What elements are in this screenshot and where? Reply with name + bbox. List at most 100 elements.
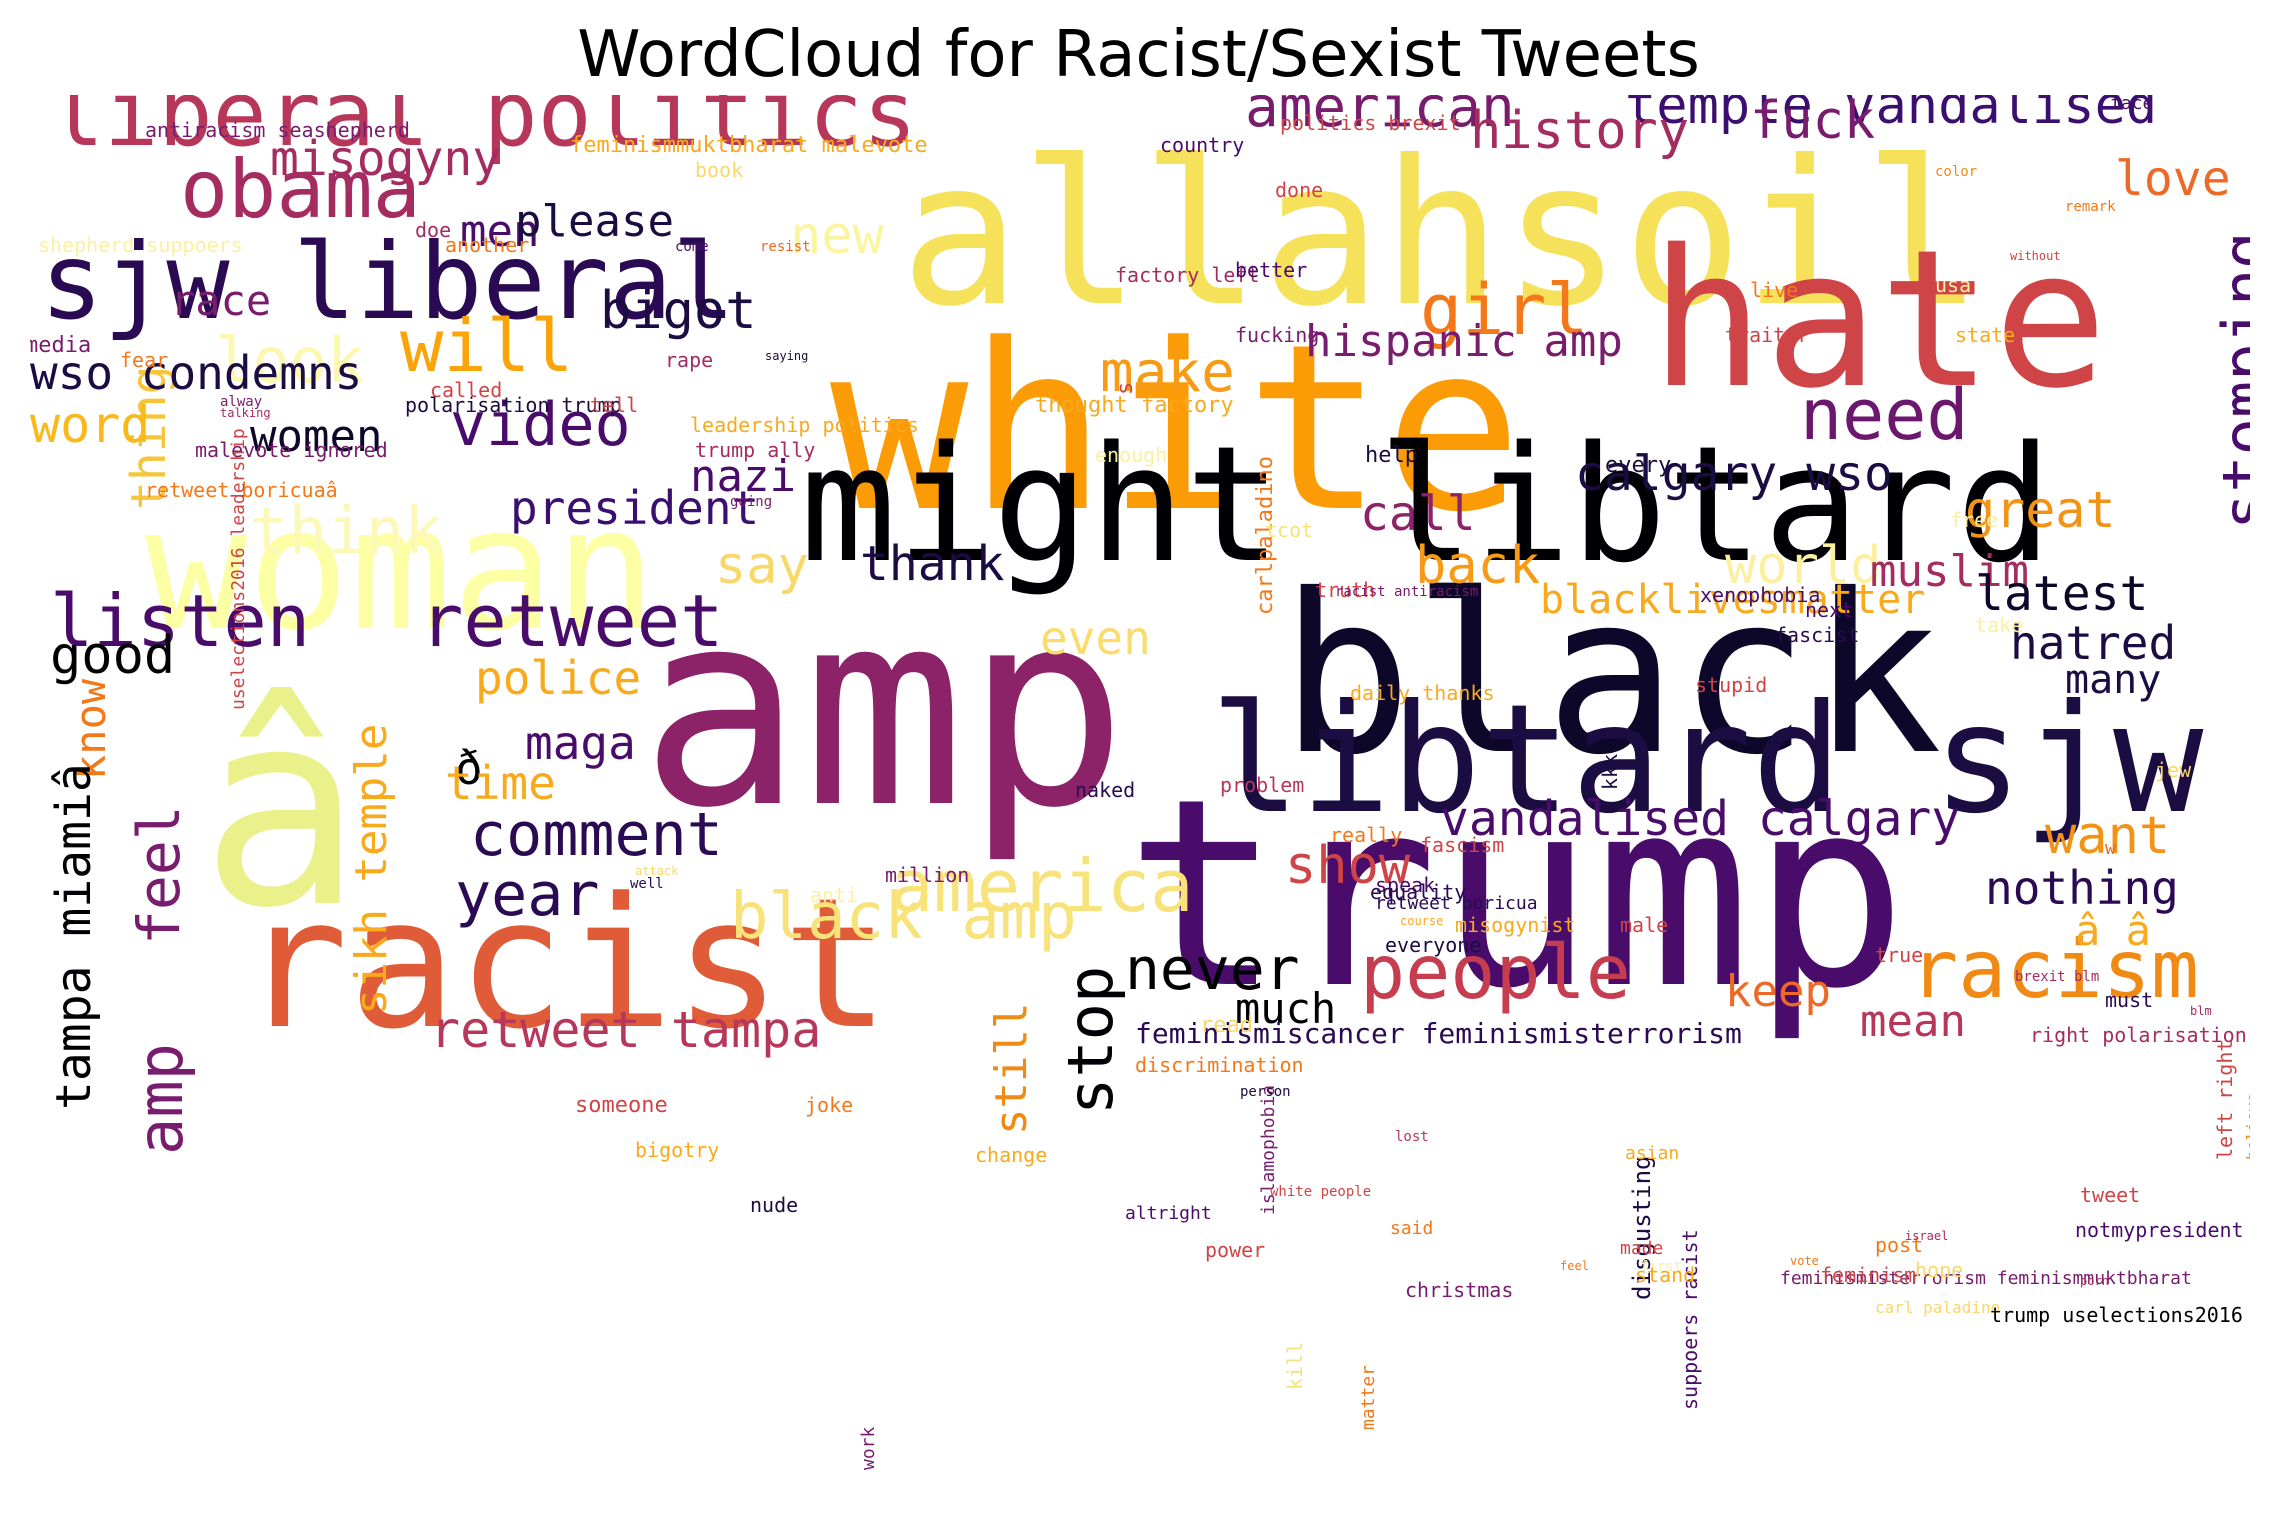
word-time-64: time (445, 756, 556, 810)
word-suppoers-racist-184: suppoers racist (1678, 1229, 1702, 1410)
word-antiracism-seashepherd-85: antiracism seashepherd (145, 118, 410, 142)
word-amp-6: amp (640, 552, 1128, 867)
word-women-43: women (250, 411, 383, 462)
word-work-190: work (858, 1426, 879, 1470)
word-trump-9: trump (1125, 744, 1908, 1046)
word-saying-95: saying (765, 349, 809, 363)
word-good-45: good (50, 626, 176, 686)
word-alway-99: alway (220, 394, 263, 410)
word-daily-thanks-139: daily thanks (1350, 681, 1495, 705)
word-carl-paladino-197: carl paladino (1875, 1298, 2001, 1317)
word-muslim-54: muslim (1870, 546, 2029, 597)
word-called-96: called (430, 378, 503, 402)
word-w-147: w (2105, 838, 2116, 859)
word-fascism-144: fascism (1420, 833, 1505, 857)
word-take-137: take (1975, 613, 2024, 637)
word-racist-antiracism-132: racist antiracism (1335, 584, 1479, 600)
word-another-89: another (445, 233, 530, 257)
word-rape-94: rape (665, 348, 714, 372)
word-even-59: even (1040, 611, 1151, 665)
word-word-42: word (30, 396, 151, 454)
word-racism-14: racism (1910, 923, 2199, 1016)
word-video-44: video (450, 390, 631, 460)
word-look-37: look (215, 324, 365, 397)
word-glyph-79: â â (2075, 906, 2151, 955)
word-mean-82: mean (1860, 996, 1966, 1047)
word-feminismmuktbharat-malevote-84: feminismmuktbharat malevote (570, 133, 928, 158)
word-fascist-135: fascist (1775, 623, 1860, 647)
word-free-131: free (1950, 508, 1999, 532)
word-feminismisterrorism-feminismmuktbharat-185: feminismisterrorism feminismmuktbharat (1780, 1268, 2192, 1289)
word-police-61: police (475, 651, 642, 705)
word-usa-115: usa (1935, 273, 1972, 297)
word-bigotry-169: bigotry (635, 1138, 720, 1162)
word-retweet-boricua-151: retweet boricua (1375, 893, 1538, 914)
word-malevote-ignored-103: malevote ignored (195, 438, 388, 462)
word-amp-74: amp (124, 1043, 197, 1155)
word-misogyny-28: misogyny (270, 131, 502, 187)
word-really-143: really (1330, 823, 1403, 847)
word-state-123: state (1955, 323, 2016, 347)
word-come-90: come (675, 239, 709, 255)
word-cloud: allahsoil white hate might libtard woman blac… (30, 95, 2250, 1510)
word-show-69: show (1285, 836, 1411, 896)
word-retweet-tampa-80: retweet tampa (430, 1001, 822, 1059)
word-every-128: every (1605, 453, 1672, 478)
word-misogynist-155: misogynist (1455, 913, 1576, 937)
word-white-1: white (830, 296, 1523, 563)
word-power-182: power (1205, 1238, 1266, 1262)
word-new-31: new (790, 206, 884, 266)
word-without-120: without (2010, 249, 2061, 263)
word-say-39: say (715, 536, 809, 596)
word-fucking-121: fucking (1235, 323, 1320, 347)
word-left-right-158: left right (2213, 1039, 2237, 1160)
word-sikh-temple-60: sikh temple (346, 723, 397, 1015)
word-must-160: must (2105, 988, 2154, 1012)
word-nude-174: nude (750, 1193, 799, 1217)
word-listen-17: listen (50, 579, 311, 663)
word-resist-91: resist (760, 239, 811, 255)
word-right-polarisation-165: right polarisation (2030, 1023, 2247, 1047)
word-doe-87: doe (415, 218, 452, 242)
word-stomping-16: stomping (2209, 231, 2250, 530)
word-keep-78: keep (1725, 966, 1831, 1017)
word-call-48: call (1360, 486, 1476, 542)
word-blm-162: blm (2190, 1004, 2212, 1018)
word-color-118: color (1935, 164, 1978, 180)
word-notmypresident-180: notmypresident (2075, 1218, 2244, 1242)
word-jew-142: jew (2155, 758, 2192, 782)
word-country-108: country (1160, 133, 1245, 157)
word-porn-195: porn (2080, 1274, 2109, 1288)
word-tcot-129: tcot (1265, 518, 1314, 542)
word-truth-130: truth (1315, 578, 1376, 602)
word-sjw-liberal-11: sjw liberal (40, 221, 736, 343)
word-post-181: post (1875, 1233, 1924, 1257)
word-tweet-177: tweet (2080, 1183, 2141, 1207)
word-factory-left-112: factory left (1115, 263, 1260, 287)
word-kill-196: kill (1283, 1341, 1307, 1390)
word-fear-93: fear (120, 348, 169, 372)
word-better-113: better (1235, 258, 1308, 282)
word-much-77: much (1235, 984, 1337, 1033)
word-hate-2: hate (1650, 209, 2108, 430)
word-traitor-122: traitor (1725, 323, 1810, 347)
word-kkk-133: kkk (1598, 753, 1622, 790)
word-feminism-186: feminism (1820, 1263, 1917, 1287)
word-america-19: america (890, 844, 1194, 928)
word-girl-21: girl (1420, 269, 1589, 351)
word-media-92: media (30, 333, 92, 358)
word-race-33: race (170, 276, 272, 325)
word-course-152: course (1400, 914, 1444, 928)
word-true-157: true (1875, 943, 1924, 967)
word-discrimination-167: discrimination (1135, 1053, 1304, 1077)
word-thought-factory-124: thought factory (1035, 393, 1234, 418)
word-first-188: first (1640, 1259, 1683, 1275)
word-equality-148: equality (1370, 880, 1467, 904)
word-tell-98: tell (590, 393, 639, 417)
word-person-166: person (1240, 1084, 1291, 1100)
word-leadership-politics-101: leadership politics (690, 413, 919, 437)
word-woman-4: woman (145, 471, 657, 669)
word-never-76: never (1125, 935, 1300, 1003)
word-feminismiscancer-feminismisterrorism-83: feminismiscancer feminismisterrorism (1135, 1017, 1742, 1050)
word-naked-140: naked (1075, 778, 1136, 802)
